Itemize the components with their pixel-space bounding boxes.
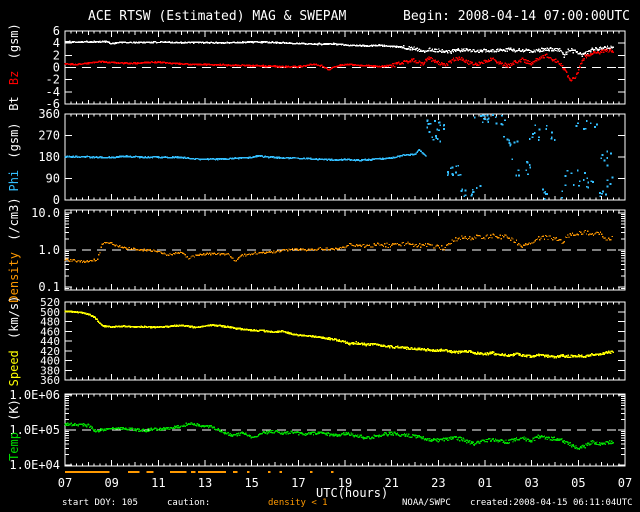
gsm-unit-label: (gsm): [7, 23, 21, 60]
speed-series: [64, 310, 614, 359]
caution-bar-segment: [310, 471, 313, 473]
density-unit-label: (/cm3): [7, 197, 21, 241]
caution-bar-segment: [191, 471, 196, 473]
caution-bar-segment: [268, 471, 271, 473]
caution-bar-segment: [128, 471, 140, 473]
caution-bar-segment: [198, 471, 226, 473]
begin-timestamp: Begin: 2008-04-14 07:00:00UTC: [403, 9, 630, 24]
svg-text:90: 90: [46, 172, 60, 186]
phi-scatter: [587, 176, 614, 198]
svg-text:-2: -2: [46, 73, 60, 87]
axis-title-speed: Speed (km/s): [7, 294, 21, 389]
xaxis-label: UTC(hours): [316, 486, 389, 500]
phi-scatter: [426, 119, 446, 133]
svg-text:1.0E+05: 1.0E+05: [9, 423, 60, 437]
caution-value: density < 1: [268, 498, 328, 508]
svg-text:1.0: 1.0: [38, 243, 60, 257]
caution-bar-segment: [331, 471, 334, 473]
bz-series: [64, 48, 614, 82]
temp-series: [64, 422, 614, 450]
svg-text:500: 500: [40, 306, 60, 319]
caution-bar-segment: [65, 471, 110, 473]
caution-bar-segment: [170, 471, 187, 473]
caution-label: caution:: [167, 498, 211, 508]
phi-scatter: [502, 135, 519, 147]
phi-label: Phi: [7, 169, 21, 192]
page-title: ACE RTSW (Estimated) MAG & SWEPAM: [88, 9, 347, 24]
svg-text:4: 4: [53, 36, 60, 50]
bz-label: Bz: [7, 70, 21, 86]
phi-scatter: [528, 124, 556, 141]
svg-text:0: 0: [53, 193, 60, 207]
svg-text:-6: -6: [46, 97, 60, 111]
svg-text:400: 400: [40, 355, 60, 368]
phi-scatter: [460, 185, 482, 198]
temp-unit-label: (K): [7, 399, 21, 421]
axis-title-temp: Temp (K): [7, 397, 21, 463]
caution-bar: [65, 471, 334, 473]
svg-text:1.0E+06: 1.0E+06: [9, 388, 60, 402]
svg-text:-4: -4: [46, 85, 60, 99]
svg-text:270: 270: [38, 129, 60, 143]
svg-text:380: 380: [40, 364, 60, 377]
panel-density: 10.0 1.0 0.1: [31, 206, 626, 294]
bt-series: [64, 40, 614, 58]
phi-scatter: [481, 114, 506, 126]
bt-label: Bt: [7, 96, 21, 111]
phi-scatter: [575, 120, 598, 130]
agency-text: NOAA/SWPC: [402, 498, 451, 508]
phi-scatter: [473, 114, 490, 121]
phi-scatter: [542, 188, 564, 200]
created-timestamp: created:2008-04-15 06:11:04UTC: [470, 498, 633, 508]
density-series: [64, 229, 613, 263]
svg-text:460: 460: [40, 325, 60, 338]
phi-series: [64, 149, 427, 162]
axis-title-density: Density (/cm3): [7, 195, 21, 304]
svg-text:440: 440: [40, 335, 60, 348]
axis-title-phi: Phi (gsm): [7, 120, 21, 193]
svg-text:10.0: 10.0: [31, 206, 60, 220]
caution-bar-segment: [279, 471, 282, 473]
svg-text:2: 2: [53, 48, 60, 62]
svg-text:520: 520: [40, 296, 60, 309]
panel-temp: 1.0E+06 1.0E+05 1.0E+04: [9, 388, 626, 472]
svg-text:0.1: 0.1: [38, 280, 60, 294]
phi-scatter: [446, 164, 462, 177]
caution-bar-segment: [233, 471, 238, 473]
svg-text:360: 360: [40, 374, 60, 387]
phi-scatter: [600, 150, 612, 167]
axis-title-bt-bz: Bt Bz (gsm): [7, 21, 21, 113]
speed-unit-label: (km/s): [7, 295, 21, 339]
phi-unit-label: (gsm): [7, 122, 21, 159]
phi-scatter: [431, 135, 442, 143]
start-doy-text: start DOY: 105: [62, 498, 138, 508]
svg-text:6: 6: [53, 24, 60, 38]
phi-scatter: [511, 158, 532, 177]
svg-text:420: 420: [40, 345, 60, 358]
x-axis-labels: 07 09 11 13 15 17 19 21 23 01 03 05 07: [58, 476, 632, 490]
svg-text:0: 0: [53, 61, 60, 75]
phi-scatter: [564, 169, 589, 188]
caution-bar-segment: [247, 471, 250, 473]
svg-text:360: 360: [38, 107, 60, 121]
temp-label: Temp: [7, 432, 21, 461]
svg-text:180: 180: [38, 150, 60, 164]
svg-text:480: 480: [40, 316, 60, 329]
svg-text:1.0E+04: 1.0E+04: [9, 458, 60, 472]
panel-phi: 360 270 180 90 0: [38, 107, 626, 207]
speed-label: Speed: [7, 350, 21, 387]
caution-bar-segment: [146, 471, 154, 473]
